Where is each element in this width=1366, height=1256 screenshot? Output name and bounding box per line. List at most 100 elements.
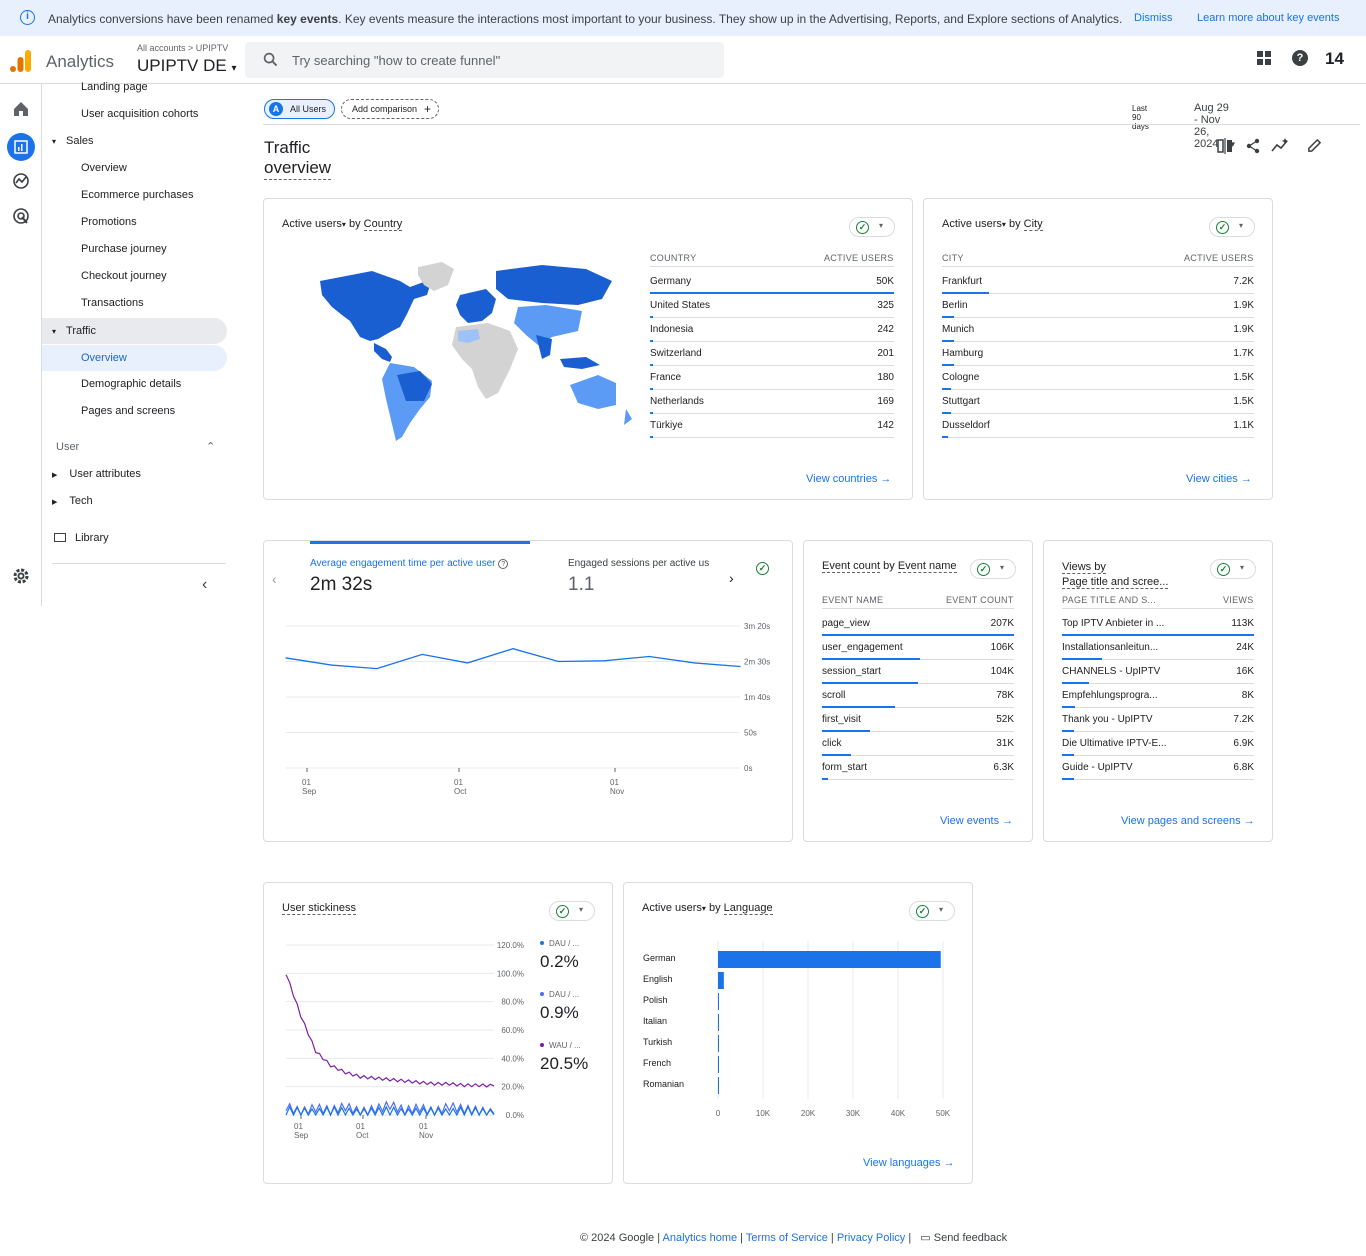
terms-of-service-link[interactable]: Terms of Service [745, 1232, 828, 1244]
nav-demographic-details[interactable]: Demographic details [81, 378, 182, 390]
world-map[interactable] [282, 259, 642, 444]
privacy-policy-link[interactable]: Privacy Policy [836, 1232, 906, 1244]
table-row[interactable]: page_view 207K [822, 612, 1014, 636]
nav-traffic-toggle[interactable]: ▾ Traffic [42, 318, 227, 344]
stickiness-line-chart[interactable]: 120.0%100.0%80.0%60.0%40.0%20.0%0.0%01Se… [264, 933, 534, 1153]
view-countries-link[interactable]: View countries → [806, 473, 892, 485]
table-row[interactable]: Cologne 1.5K [942, 366, 1254, 390]
column-header-active-users[interactable]: ACTIVE USERS [1184, 253, 1254, 263]
collapse-nav-icon[interactable]: ‹ [202, 576, 208, 593]
nav-sales-overview[interactable]: Overview [81, 162, 127, 174]
insights-icon[interactable] [1271, 138, 1289, 154]
column-header-event-count[interactable]: EVENT COUNT [946, 595, 1014, 605]
legend-item[interactable]: WAU / ... 20.5% [540, 1041, 588, 1074]
table-row[interactable]: CHANNELS - UpIPTV 16K [1062, 660, 1254, 684]
table-row[interactable]: Thank you - UpIPTV 7.2K [1062, 708, 1254, 732]
nav-tech[interactable]: ▶ Tech [52, 495, 93, 507]
table-row[interactable]: Munich 1.9K [942, 318, 1254, 342]
column-header-event-name[interactable]: EVENT NAME [822, 595, 884, 605]
add-comparison-button[interactable]: Add comparison + [341, 99, 439, 119]
nav-user-attributes[interactable]: ▶ User attributes [52, 468, 141, 480]
all-users-chip[interactable]: A All Users [264, 99, 335, 119]
table-row[interactable]: Installationsanleitun... 24K [1062, 636, 1254, 660]
quality-status-button[interactable]: ✓ ▾ [849, 217, 895, 237]
help-icon[interactable]: ? [1292, 50, 1308, 66]
view-languages-link[interactable]: View languages → [863, 1157, 955, 1169]
home-icon[interactable] [11, 99, 31, 119]
property-selector[interactable]: UPIPTV DE ▾ [137, 56, 237, 75]
bar[interactable] [718, 972, 724, 989]
reports-icon[interactable] [7, 133, 35, 161]
table-row[interactable]: Dusseldorf 1.1K [942, 414, 1254, 438]
nav-sales-toggle[interactable]: ▾ Sales [52, 135, 94, 147]
nav-landing-page[interactable]: Landing page [81, 81, 148, 93]
bar[interactable] [718, 951, 941, 968]
quality-status-button[interactable]: ✓ ▾ [1210, 559, 1256, 579]
table-row[interactable]: Netherlands 169 [650, 390, 894, 414]
chevron-up-icon[interactable]: ⌃ [206, 441, 216, 453]
column-header-country[interactable]: COUNTRY [650, 253, 697, 263]
view-pages-and-screens-link[interactable]: View pages and screens → [1121, 815, 1255, 827]
nav-user-section[interactable]: User [56, 441, 80, 453]
nav-transactions[interactable]: Transactions [81, 297, 144, 309]
language-bar-chart[interactable]: 0 10K 20K 30K 40K 50K German English Polish Itali… [624, 933, 974, 1123]
table-row[interactable]: Empfehlungsprogra... 8K [1062, 684, 1254, 708]
table-row[interactable]: Indonesia 242 [650, 318, 894, 342]
bar[interactable] [718, 993, 719, 1010]
table-row[interactable]: Guide - UpIPTV 6.8K [1062, 756, 1254, 780]
card-title[interactable]: Active users▾ by Language [642, 902, 773, 915]
quality-status-button[interactable]: ✓ ▾ [970, 559, 1016, 579]
analytics-home-link[interactable]: Analytics home [662, 1232, 738, 1244]
quality-status-button[interactable]: ✓ ▾ [549, 901, 595, 921]
nav-user-acquisition-cohorts[interactable]: User acquisition cohorts [81, 108, 199, 120]
settings-gear-icon[interactable] [11, 566, 31, 586]
explore-icon[interactable] [11, 171, 31, 191]
quality-status-button[interactable]: ✓ ▾ [909, 901, 955, 921]
advertising-icon[interactable] [11, 206, 31, 226]
column-header-city[interactable]: CITY [942, 253, 964, 263]
table-row[interactable]: first_visit 52K [822, 708, 1014, 732]
metric-tab-engagement-time[interactable]: Average engagement time per active user … [310, 558, 509, 569]
metric-tab-engaged-sessions[interactable]: Engaged sessions per active us [568, 558, 710, 569]
apps-grid-icon[interactable] [1256, 50, 1272, 66]
page-title[interactable]: Traffic overview [264, 138, 331, 180]
table-row[interactable]: session_start 104K [822, 660, 1014, 684]
account-breadcrumb[interactable]: All accounts > UPIPTV [137, 43, 229, 53]
dismiss-button[interactable]: Dismiss [1134, 12, 1173, 24]
legend-item[interactable]: DAU / ... 0.9% [540, 990, 579, 1023]
nav-pages-and-screens[interactable]: Pages and screens [81, 405, 176, 417]
learn-more-link[interactable]: Learn more about key events [1197, 12, 1340, 24]
share-icon[interactable] [1245, 138, 1261, 154]
previous-metric-icon[interactable]: ‹ [272, 571, 277, 587]
nav-checkout-journey[interactable]: Checkout journey [81, 270, 167, 282]
card-title[interactable]: Active users▾ by City [942, 218, 1043, 231]
analytics-logo-icon[interactable] [10, 50, 32, 72]
legend-item[interactable]: DAU / ... 0.2% [540, 939, 579, 972]
column-header-active-users[interactable]: ACTIVE USERS [824, 253, 894, 263]
table-row[interactable]: United States 325 [650, 294, 894, 318]
card-title[interactable]: Event count by Event name [822, 560, 957, 573]
table-row[interactable]: Hamburg 1.7K [942, 342, 1254, 366]
nav-ecommerce-purchases[interactable]: Ecommerce purchases [81, 189, 194, 201]
table-row[interactable]: form_start 6.3K [822, 756, 1014, 780]
table-row[interactable]: scroll 78K [822, 684, 1014, 708]
quality-status-button[interactable]: ✓ [754, 559, 774, 579]
table-row[interactable]: France 180 [650, 366, 894, 390]
nav-library[interactable]: Library [54, 525, 109, 551]
quality-status-button[interactable]: ✓ ▾ [1209, 217, 1255, 237]
bar[interactable] [718, 1014, 719, 1031]
table-row[interactable]: Berlin 1.9K [942, 294, 1254, 318]
edit-pencil-icon[interactable] [1307, 138, 1322, 153]
nav-traffic-overview[interactable]: Overview [42, 345, 227, 371]
column-header-views[interactable]: VIEWS [1223, 595, 1254, 605]
card-title[interactable]: Active users▾ by Country [282, 218, 403, 231]
card-title[interactable]: Views by Page title and scree... [1062, 561, 1169, 589]
bar[interactable] [718, 1077, 719, 1094]
search-input[interactable]: Try searching "how to create funnel" [245, 42, 724, 78]
date-range-picker[interactable]: Aug 29 - Nov 26, 2024 ▾ [1194, 102, 1236, 150]
table-row[interactable]: Türkiye 142 [650, 414, 894, 438]
card-title[interactable]: User stickiness [282, 902, 356, 915]
view-cities-link[interactable]: View cities → [1186, 473, 1252, 485]
table-row[interactable]: user_engagement 106K [822, 636, 1014, 660]
